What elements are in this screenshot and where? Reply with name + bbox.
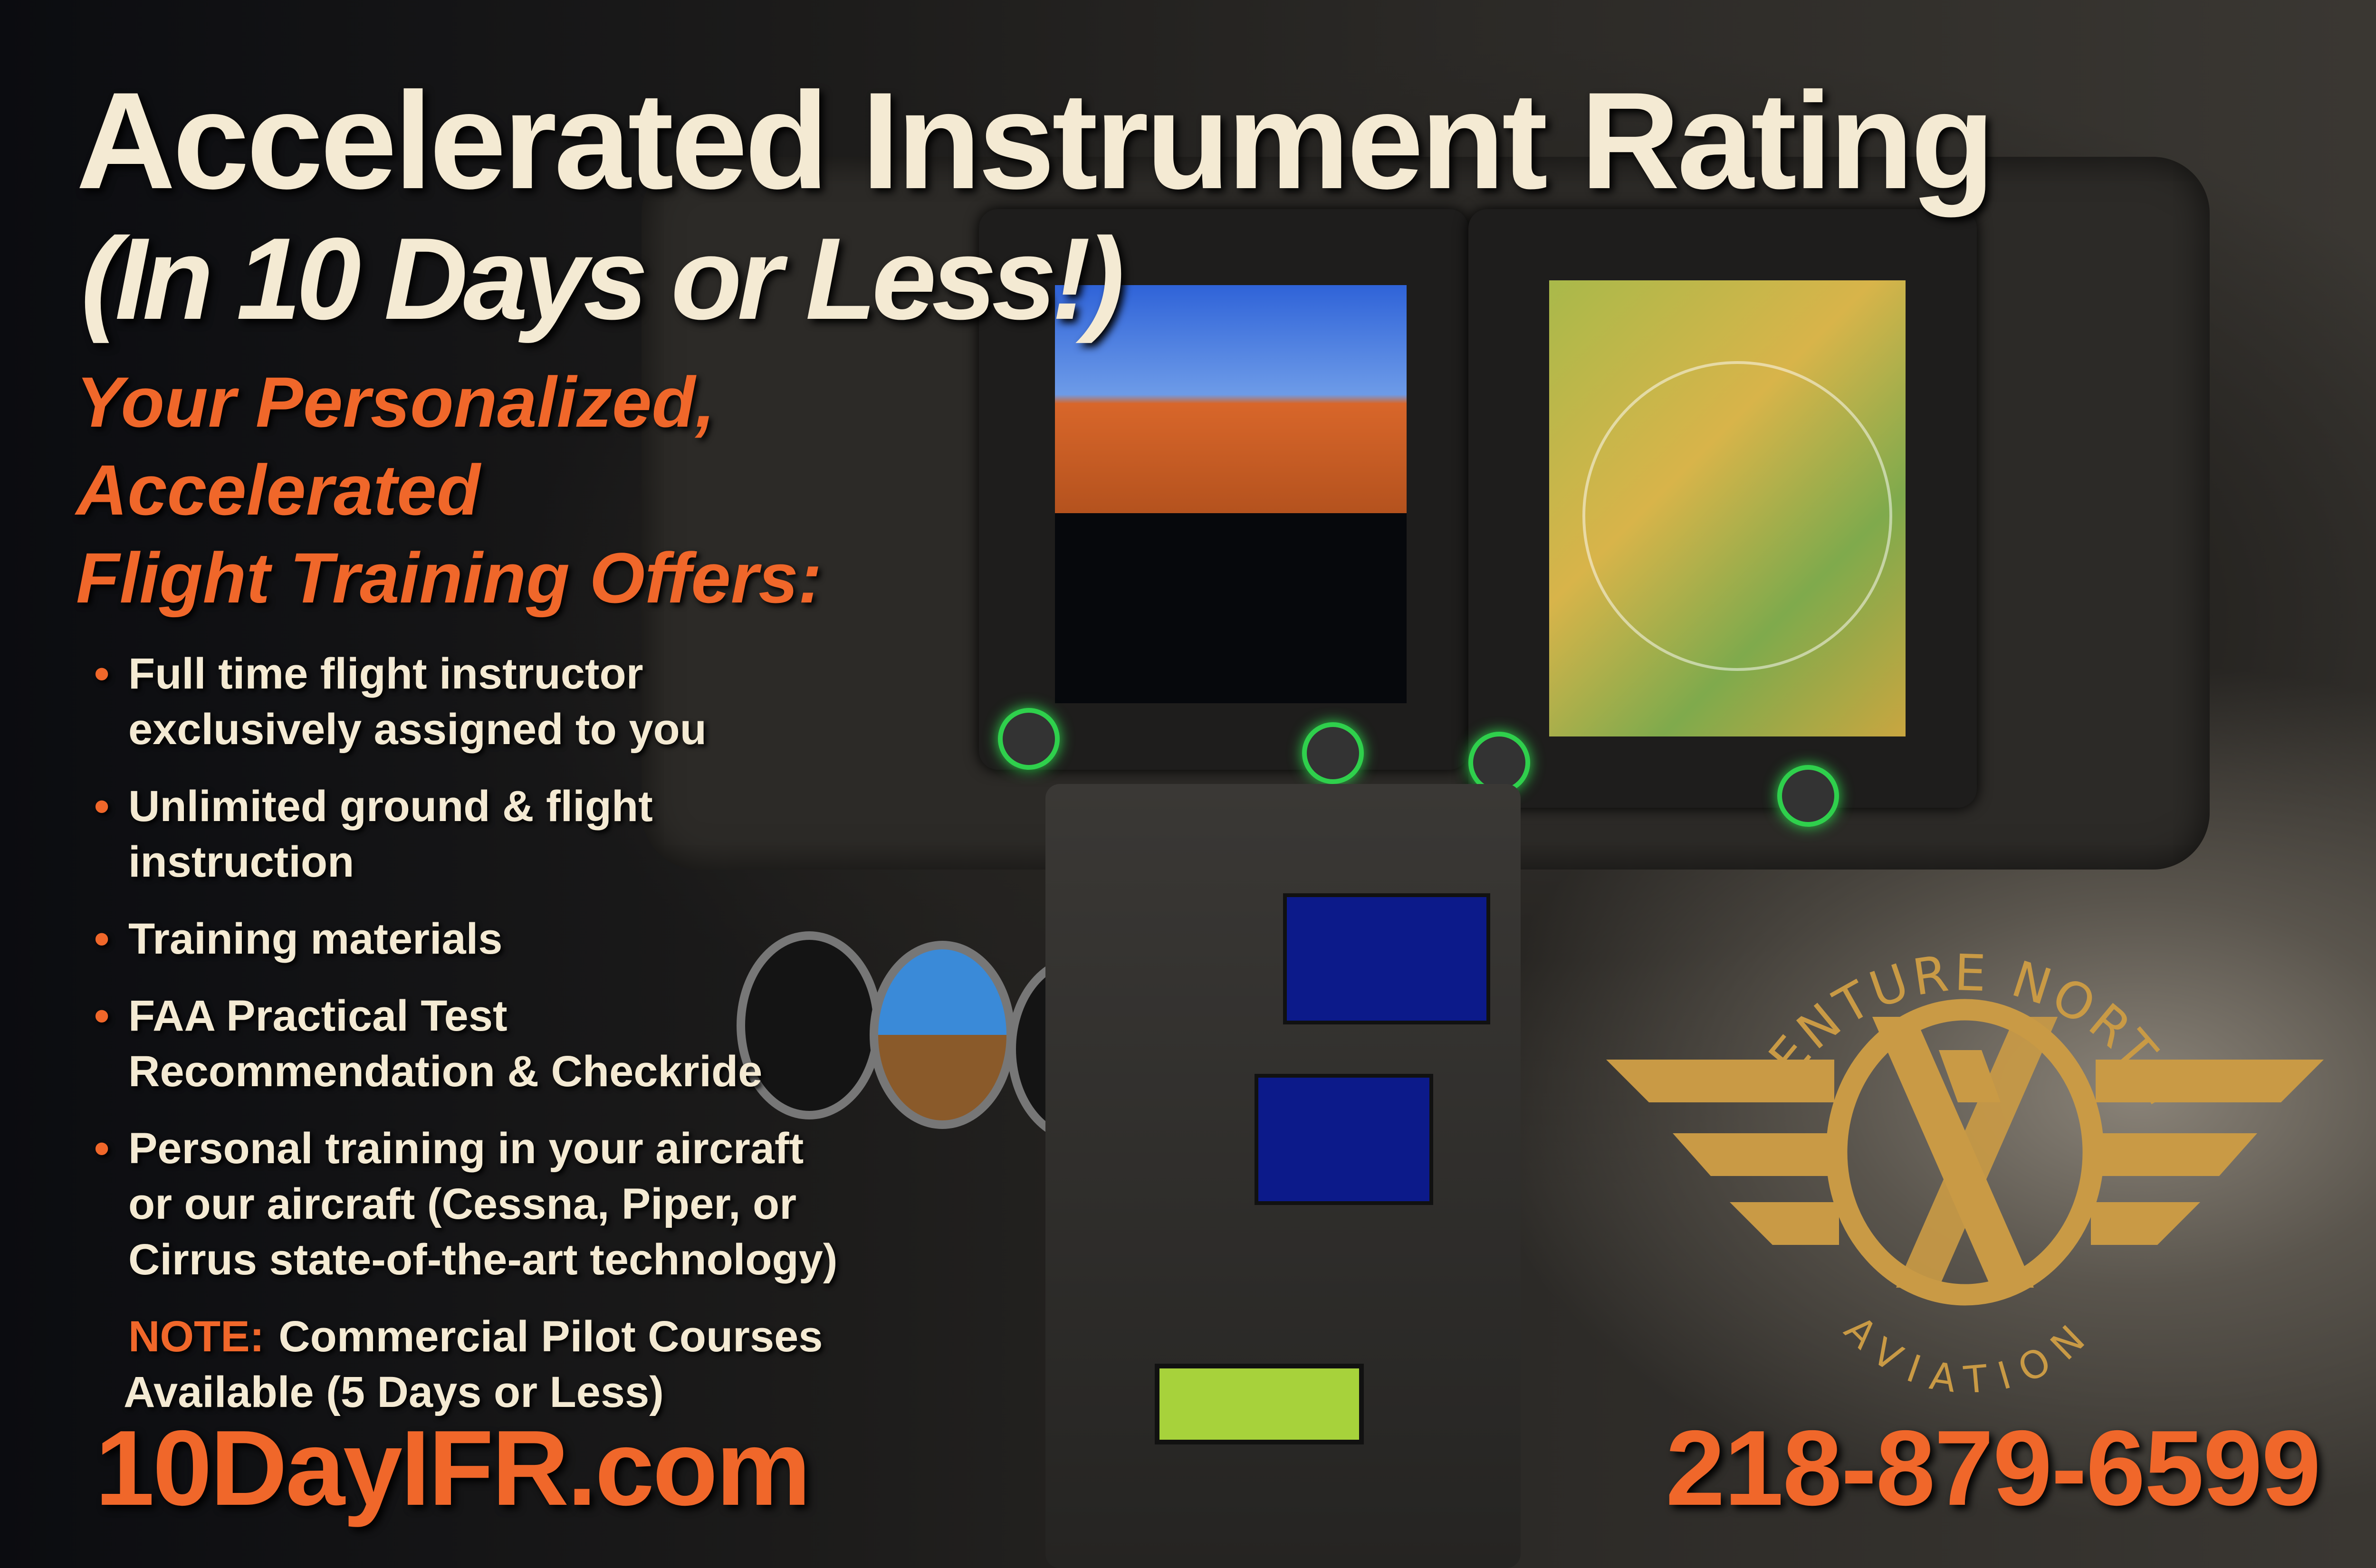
- gps-radio-screen-1: [1283, 893, 1490, 1024]
- list-item-text: Unlimited ground & flight: [128, 782, 653, 831]
- pfd-knob-left[interactable]: [998, 708, 1060, 770]
- note-line-2: Available (5 Days or Less): [124, 1368, 664, 1416]
- offer-list: • Full time flight instructor exclusively …: [90, 646, 993, 1309]
- bullet-icon: •: [94, 992, 110, 1040]
- gps-radio-screen-2: [1255, 1074, 1433, 1205]
- list-item-text: Full time flight instructor: [128, 650, 643, 698]
- primary-flight-display: [1055, 285, 1407, 513]
- note-block: NOTE: Commercial Pilot Courses Available …: [124, 1309, 823, 1420]
- list-item-text: Personal training in your aircraft: [128, 1124, 804, 1173]
- list-item-text: Cirrus state-of-the-art technology): [128, 1235, 838, 1284]
- logo-bottom-text: AVIATION: [1836, 1307, 2104, 1392]
- bullet-icon: •: [94, 650, 110, 698]
- bullet-icon: •: [94, 1124, 110, 1173]
- hsi-display: [1055, 513, 1407, 703]
- airspeed-gauge: [737, 931, 882, 1119]
- list-item-text: exclusively assigned to you: [128, 705, 707, 754]
- list-item: • Unlimited ground & flight instruction: [90, 779, 993, 890]
- venture-north-logo: VENTURE NORTH AVIATION: [1606, 946, 2324, 1392]
- list-item-text: Recommendation & Checkride: [128, 1047, 763, 1096]
- list-item-text: Training materials: [128, 915, 503, 963]
- logo-mark: [1606, 999, 2324, 1306]
- list-item: • Personal training in your aircraft or ou…: [90, 1121, 993, 1288]
- list-item: • FAA Practical Test Recommendation & Chec…: [90, 988, 993, 1100]
- page-title: Accelerated Instrument Rating: [76, 64, 1995, 218]
- offer-heading-line-3: Flight Training Offers:: [76, 538, 822, 618]
- list-item: • Full time flight instructor exclusively …: [90, 646, 993, 757]
- offer-heading-line-1: Your Personalized,: [76, 362, 715, 442]
- map-range-ring: [1582, 361, 1892, 671]
- transponder-display: [1155, 1364, 1364, 1444]
- pfd-knob-right[interactable]: [1302, 722, 1364, 784]
- note-label: NOTE:: [128, 1312, 265, 1361]
- list-item-text: instruction: [128, 838, 354, 886]
- mfd-knob-right[interactable]: [1777, 765, 1839, 827]
- list-item-text: FAA Practical Test: [128, 992, 508, 1040]
- offer-heading-line-2: Accelerated: [76, 450, 480, 530]
- bullet-icon: •: [94, 782, 110, 831]
- phone-number[interactable]: 218-879-6599: [1666, 1408, 2321, 1528]
- website-link[interactable]: 10DayIFR.com: [95, 1408, 811, 1528]
- page-subtitle: (In 10 Days or Less!): [81, 213, 1124, 344]
- bullet-icon: •: [94, 915, 110, 963]
- list-item-text: or our aircraft (Cessna, Piper, or: [128, 1180, 797, 1228]
- note-line-1: Commercial Pilot Courses: [278, 1312, 823, 1361]
- list-item: • Training materials: [90, 911, 993, 967]
